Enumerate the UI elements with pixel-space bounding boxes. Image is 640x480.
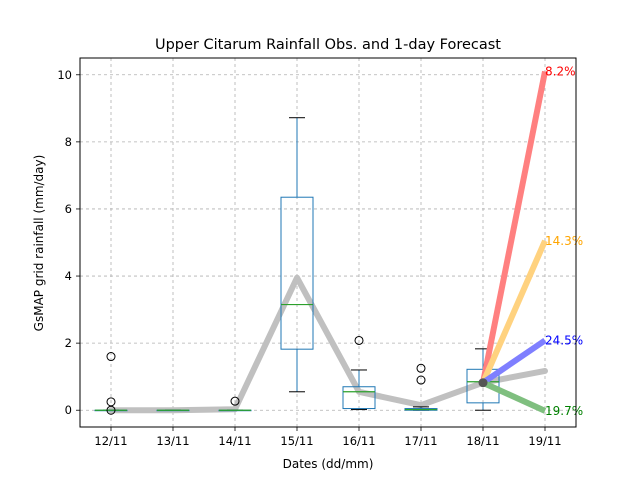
chart-title: Upper Citarum Rainfall Obs. and 1-day Fo…: [155, 37, 501, 53]
mean-line: [108, 274, 548, 414]
outlier-point: [416, 363, 426, 373]
box-14-11: [218, 396, 252, 412]
y-tick-label: 2: [65, 336, 72, 350]
box-rect: [280, 196, 314, 350]
box-16-11: [342, 335, 376, 411]
x-tick-label: 17/11: [404, 434, 437, 448]
box-13-11: [156, 409, 190, 412]
y-tick-label: 8: [65, 135, 72, 149]
outlier-point: [106, 352, 116, 362]
y-tick-label: 0: [65, 403, 72, 417]
forecast-probability-label: 19.7%: [545, 404, 583, 418]
box-12-11: [94, 352, 128, 415]
outlier-point: [416, 375, 426, 385]
forecast-probability-label: 24.5%: [545, 333, 583, 347]
y-axis-label: GsMAP grid rainfall (mm/day): [32, 155, 46, 332]
forecast-origin-point: [478, 378, 488, 388]
forecast-line: [481, 379, 547, 414]
x-tick-label: 12/11: [94, 434, 127, 448]
y-tick-label: 6: [65, 202, 72, 216]
box-15-11: [280, 117, 314, 393]
forecast-probability-label: 14.3%: [545, 234, 583, 248]
outlier-point: [230, 396, 240, 406]
box-series: [94, 117, 500, 415]
x-tick-label: 14/11: [218, 434, 251, 448]
y-tick-label: 4: [65, 269, 72, 283]
box-17-11: [404, 363, 438, 411]
x-tick-label: 16/11: [342, 434, 375, 448]
forecast-probability-label: 8.2%: [545, 64, 576, 78]
outlier-point: [106, 405, 116, 415]
forecast-line: [481, 337, 547, 386]
outlier-point: [354, 335, 364, 345]
forecast-line: [480, 239, 548, 384]
plot-frame: [79, 57, 577, 428]
mean-series: [108, 274, 548, 414]
x-tick-label: 15/11: [280, 434, 313, 448]
x-tick-label: 13/11: [156, 434, 189, 448]
axes: 12/11 13/11 14/11 15/11 16/11 17/11 18/11 19/11…: [57, 68, 561, 448]
y-tick-label: 10: [57, 68, 72, 82]
x-axis-label: Dates (dd/mm): [283, 457, 374, 471]
x-tick-label: 18/11: [466, 434, 499, 448]
x-tick-label: 19/11: [528, 434, 561, 448]
forecast-series: 8.2% 14.3% 24.5% 19.7%: [478, 64, 583, 418]
forecast-line: [480, 70, 548, 384]
box-rect: [342, 386, 376, 410]
